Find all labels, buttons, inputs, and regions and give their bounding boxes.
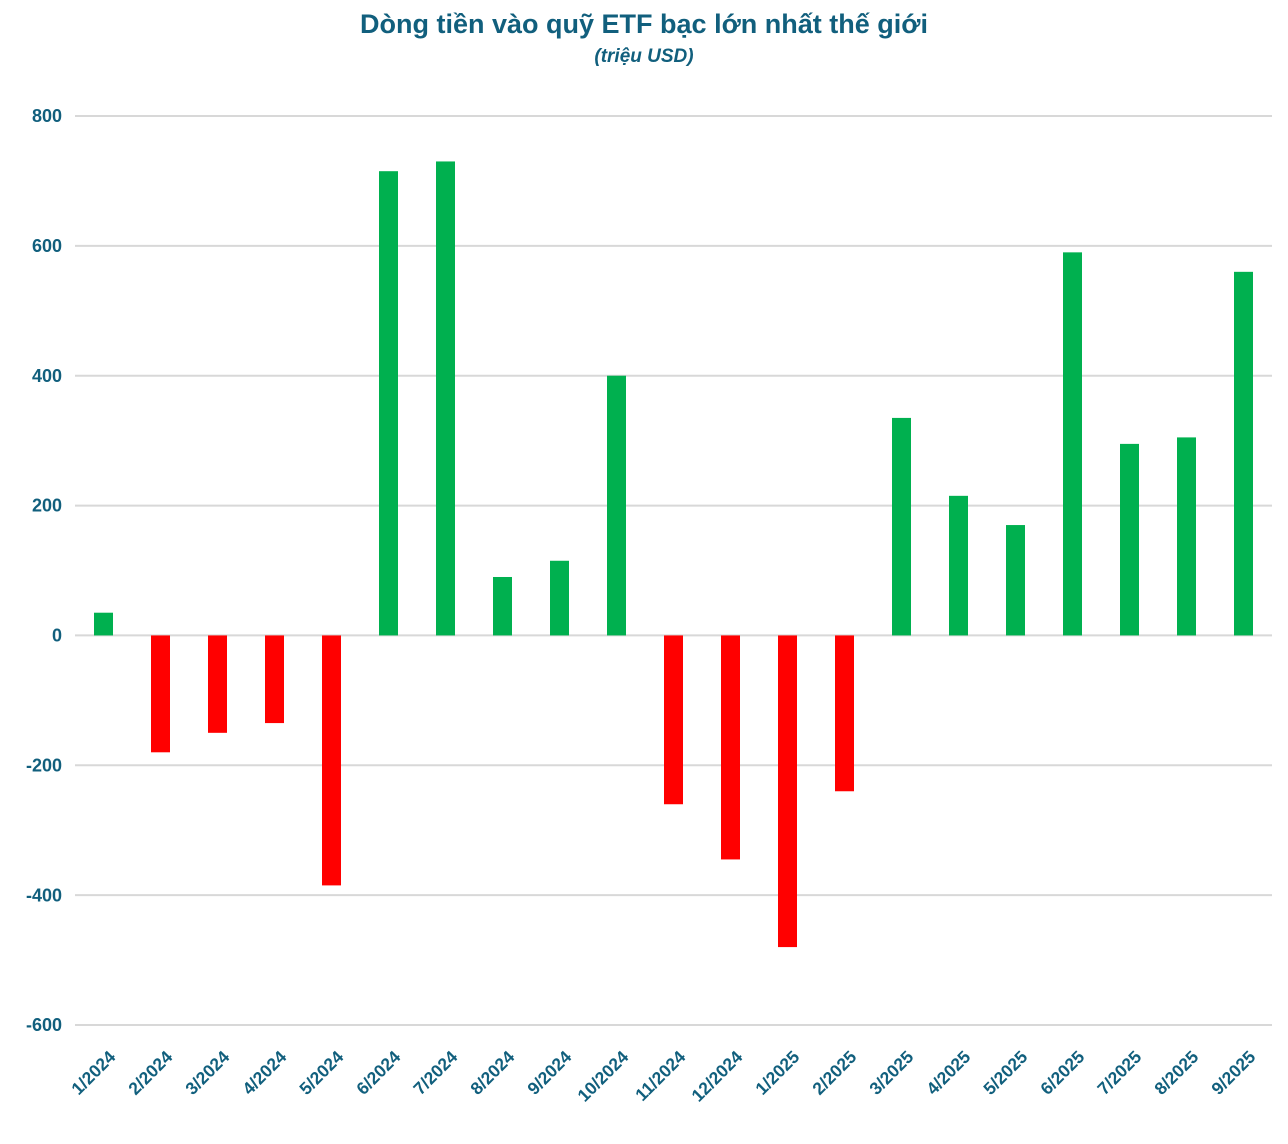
bar [208,635,227,733]
x-axis-tick-label: 3/2025 [865,1047,917,1099]
bar [379,171,398,636]
x-axis-tick-label: 2/2025 [808,1047,860,1099]
x-axis-tick-label: 2/2024 [124,1047,176,1099]
x-axis-tick-label: 7/2024 [409,1047,461,1099]
x-axis-tick-label: 1/2024 [67,1047,119,1099]
bar [322,635,341,886]
bar [949,495,968,636]
y-axis-tick-label: 800 [32,106,62,126]
bar [436,161,455,636]
x-axis-tick-label: 11/2024 [631,1047,689,1105]
x-axis-tick-label: 4/2024 [238,1047,290,1099]
chart-subtitle: (triệu USD) [594,45,694,67]
y-axis-tick-label: 200 [32,496,62,516]
x-axis-tick-label: 5/2025 [979,1047,1031,1099]
chart-header: Dòng tiền vào quỹ ETF bạc lớn nhất thế g… [0,8,1288,68]
y-axis-tick-label: 0 [52,626,62,646]
y-axis-tick-label: -600 [26,1015,62,1035]
bar [265,635,284,724]
bar [1063,252,1082,636]
bar [835,635,854,792]
bar [94,612,113,636]
bar [664,635,683,805]
x-axis-tick-label: 9/2025 [1207,1047,1259,1099]
x-axis-tick-label: 5/2024 [295,1047,347,1099]
x-axis-tick-label: 12/2024 [687,1047,746,1106]
y-axis-tick-label: 400 [32,366,62,386]
x-axis-tick-label: 9/2024 [523,1047,575,1099]
x-axis-tick-label: 4/2025 [922,1047,974,1099]
y-axis-tick-label: -200 [26,755,62,775]
bar [1006,525,1025,636]
x-axis-tick-label: 10/2024 [573,1047,632,1106]
bar [151,635,170,753]
bar [607,375,626,636]
bar [493,576,512,636]
bar [1177,437,1196,636]
y-axis-tick-label: 600 [32,236,62,256]
x-axis-tick-label: 8/2025 [1150,1047,1202,1099]
bar [778,635,797,948]
bar [1234,271,1253,636]
x-axis-tick-label: 6/2025 [1036,1047,1088,1099]
bar [1120,443,1139,636]
bar [892,417,911,636]
x-axis-tick-label: 7/2025 [1093,1047,1145,1099]
bar [721,635,740,860]
x-axis-tick-label: 8/2024 [466,1047,518,1099]
x-axis-tick-label: 3/2024 [181,1047,233,1099]
chart-title: Dòng tiền vào quỹ ETF bạc lớn nhất thế g… [360,9,928,39]
y-axis-tick-label: -400 [26,885,62,905]
bar [550,560,569,636]
x-axis-tick-label: 6/2024 [352,1047,404,1099]
x-axis-tick-label: 1/2025 [751,1047,803,1099]
